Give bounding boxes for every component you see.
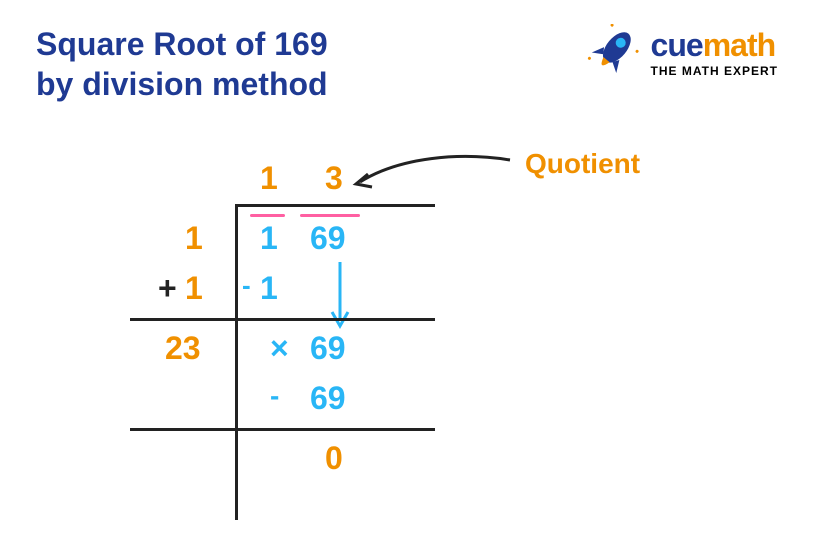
step2-value: 69 — [310, 330, 346, 367]
step1-minus: - — [242, 270, 251, 301]
hline-1 — [130, 318, 435, 321]
logo-math: math — [703, 27, 775, 63]
pair-bar-0 — [250, 214, 285, 217]
step3-value: 69 — [310, 380, 346, 417]
dividend-pair-1: 69 — [310, 220, 346, 257]
pair-bar-1 — [300, 214, 360, 217]
logo: cuemath THE MATH EXPERT — [585, 24, 778, 80]
title-line1: Square Root of 169 — [36, 24, 328, 64]
logo-cue: cue — [651, 27, 703, 63]
remainder: 0 — [325, 440, 343, 477]
second-divisor: 23 — [165, 330, 201, 367]
logo-brand: cuemath — [651, 27, 778, 64]
plus-sign: + — [158, 270, 177, 307]
quotient-digit-1: 3 — [325, 160, 343, 197]
logo-tagline: THE MATH EXPERT — [651, 64, 778, 78]
division-top-line — [235, 204, 435, 207]
rocket-icon — [585, 24, 641, 80]
long-division-diagram: 1 3 1 69 1 + 1 23 - 1 × 69 - 69 0 Quotie… — [110, 160, 490, 520]
quotient-arrow-icon — [350, 152, 520, 202]
page-title: Square Root of 169 by division method — [36, 24, 328, 104]
plus-value: 1 — [185, 270, 203, 307]
step3-minus: - — [270, 380, 279, 412]
quotient-label: Quotient — [525, 148, 640, 180]
hline-2 — [130, 428, 435, 431]
quotient-digit-0: 1 — [260, 160, 278, 197]
step1-value: 1 — [260, 270, 278, 307]
first-divisor: 1 — [185, 220, 203, 257]
dividend-pair-0: 1 — [260, 220, 278, 257]
division-vertical-line — [235, 204, 238, 520]
step2-times: × — [270, 330, 289, 367]
title-line2: by division method — [36, 64, 328, 104]
